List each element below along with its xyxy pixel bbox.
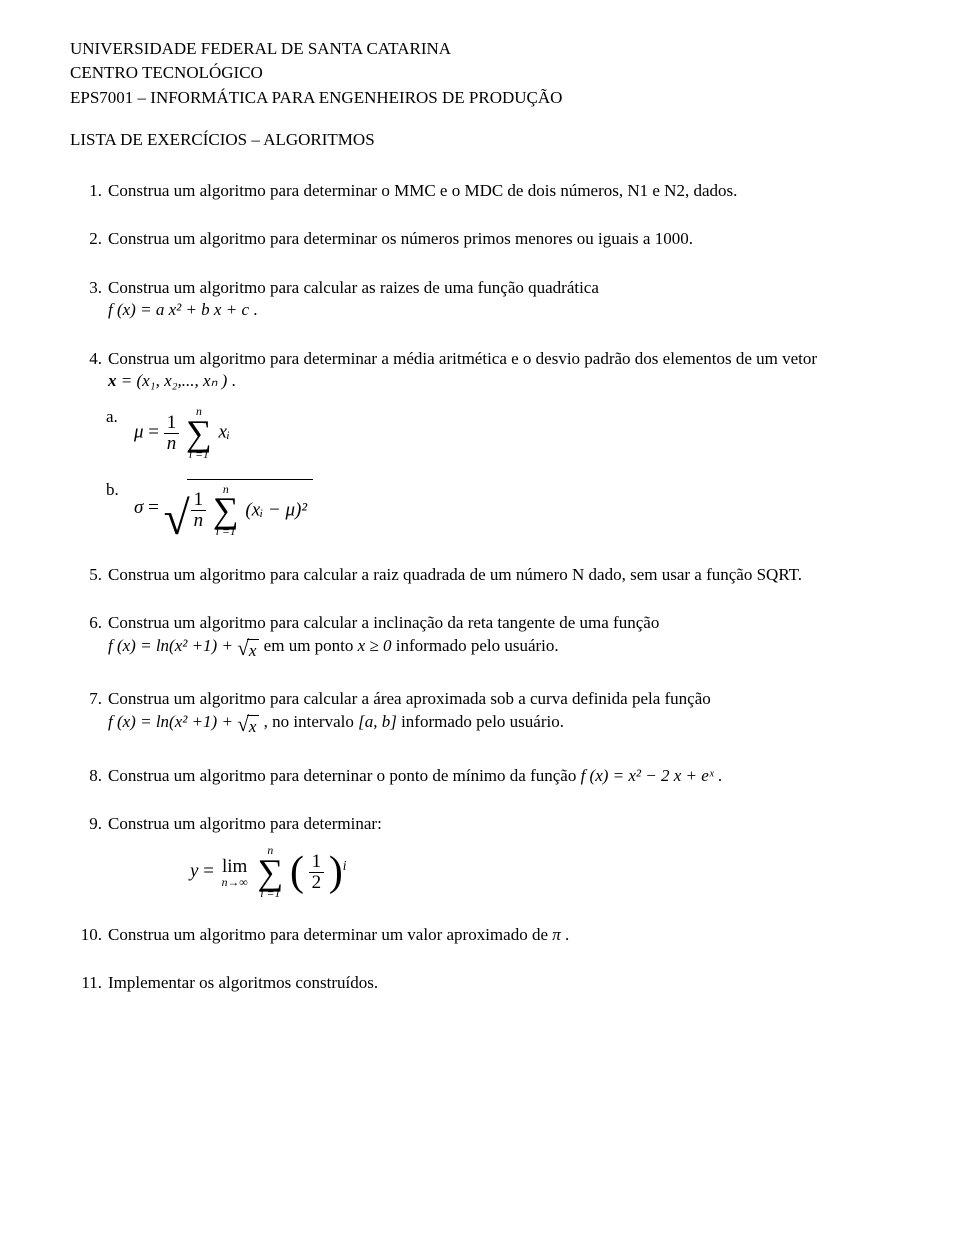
header-university: UNIVERSIDADE FEDERAL DE SANTA CATARINA	[70, 38, 900, 60]
square-root: √ 1 n n ∑ i =1 (xᵢ − μ)²	[164, 479, 313, 538]
equation-area: f (x) = ln(x² +1) + √x	[108, 712, 264, 731]
equation-stddev: σ = √ 1 n n ∑ i =1 (xᵢ − μ)²	[134, 479, 900, 538]
exercise-number: 7.	[70, 688, 108, 738]
equation-part: f (x) = ln(x² +1) +	[108, 712, 237, 731]
fraction-1-over-n: 1 n	[164, 413, 180, 454]
exercise-text-part: Construa um algoritmo para determinar um…	[108, 925, 552, 944]
exercise-text-part: informado pelo usuário.	[401, 712, 564, 731]
equation-text: f (x) = x² − 2 x + eˣ	[581, 766, 714, 785]
exercise-text-part: , no intervalo	[264, 712, 358, 731]
equation-limit-sum: y = lim n→∞ n ∑ i =1 ( 1 2 )i	[190, 845, 900, 899]
radicand-x: x	[247, 715, 260, 738]
exercise-7: 7. Construa um algoritmo para calcular a…	[70, 688, 900, 738]
lim-subscript: n→∞	[222, 876, 248, 889]
equation-mean: μ = 1 n n ∑ i =1 xᵢ	[134, 406, 900, 460]
exercise-number: 1.	[70, 180, 108, 202]
exercise-11: 11. Implementar os algoritmos construído…	[70, 972, 900, 994]
exercise-number: 8.	[70, 765, 108, 787]
mu-symbol: μ	[134, 422, 144, 443]
exercise-text: Construa um algoritmo para determinar um…	[108, 924, 900, 946]
subitem-label: b.	[106, 479, 134, 501]
exercise-number: 10.	[70, 924, 108, 946]
equation-part: f (x) = ln(x² +1) +	[108, 636, 237, 655]
summand-variance: (xᵢ − μ)²	[245, 499, 307, 520]
exercise-text: Construa um algoritmo para calcular a ra…	[108, 564, 900, 586]
sigma-symbol: σ	[134, 497, 143, 518]
numerator: 1	[164, 413, 180, 434]
summation: n ∑ i =1	[257, 845, 283, 899]
exercise-text: Implementar os algoritmos construídos.	[108, 972, 900, 994]
exercise-text-part: Construa um algoritmo para determinar a …	[108, 349, 817, 368]
exercise-number: 11.	[70, 972, 108, 994]
page-title: LISTA DE EXERCÍCIOS – ALGORITMOS	[70, 129, 900, 151]
sqrt-x: √x	[237, 639, 259, 662]
sum-lower: i =1	[216, 525, 236, 538]
denominator: n	[194, 510, 204, 531]
exercise-text: Construa um algoritmo para calcular as r…	[108, 277, 900, 322]
exercise-number: 4.	[70, 348, 108, 393]
summand-xi: xᵢ	[219, 422, 230, 443]
denominator: 2	[309, 873, 325, 893]
exercise-4a: a. μ = 1 n n ∑ i =1 xᵢ	[106, 406, 900, 460]
exercise-8: 8. Construa um algoritmo para deterninar…	[70, 765, 900, 787]
equals-sign: =	[203, 861, 218, 882]
equation-minimum: f (x) = x² − 2 x + eˣ	[581, 766, 718, 785]
exponent-i: i	[343, 858, 347, 873]
exercise-number: 2.	[70, 228, 108, 250]
exercise-text-part: Construa um algoritmo para calcular a ár…	[108, 689, 711, 708]
exercise-text: Construa um algoritmo para calcular a in…	[108, 612, 900, 662]
exercise-text: Construa um algoritmo para determinar a …	[108, 348, 900, 393]
exercise-number: 6.	[70, 612, 108, 662]
exercise-text: Construa um algoritmo para determinar:	[108, 813, 900, 835]
exercise-number: 5.	[70, 564, 108, 586]
subitem-label: a.	[106, 406, 134, 428]
denominator: n	[167, 433, 177, 454]
equation-text: f (x) = a x² + b x + c	[108, 300, 249, 319]
vector-components: = (x₁, x₂,..., xₙ )	[117, 371, 228, 390]
var-y: y	[190, 861, 198, 882]
numerator: 1	[191, 490, 207, 511]
summation: n ∑ i =1	[186, 406, 212, 460]
header-course: EPS7001 – INFORMÁTICA PARA ENGENHEIROS D…	[70, 87, 900, 109]
exercise-10: 10. Construa um algoritmo para determina…	[70, 924, 900, 946]
exercise-5: 5. Construa um algoritmo para calcular a…	[70, 564, 900, 586]
numerator: 1	[309, 852, 325, 873]
fraction-half: 1 2	[309, 852, 325, 893]
exercise-text: Construa um algoritmo para determinar o …	[108, 180, 900, 202]
interval-ab: [a, b]	[358, 712, 397, 731]
equation-quadratic: f (x) = a x² + b x + c .	[108, 300, 258, 319]
header-center: CENTRO TECNOLÓGICO	[70, 62, 900, 84]
fraction-1-over-n: 1 n	[191, 490, 207, 531]
lim-word: lim	[222, 857, 248, 876]
limit: lim n→∞	[222, 857, 248, 889]
exercise-4: 4. Construa um algoritmo para determinar…	[70, 348, 900, 393]
exercise-1: 1. Construa um algoritmo para determinar…	[70, 180, 900, 202]
exercise-text-part: Construa um algoritmo para calcular as r…	[108, 278, 599, 297]
vector-symbol: x	[108, 371, 117, 390]
radicand-x: x	[247, 639, 260, 662]
exercise-text: Construa um algoritmo para deterninar o …	[108, 765, 900, 787]
exercise-number: 9.	[70, 813, 108, 835]
sum-lower: i =1	[260, 887, 280, 900]
sqrt-x: √x	[237, 715, 259, 738]
equation-vector: x = (x₁, x₂,..., xₙ ) .	[108, 371, 236, 390]
exercise-text-part: informado pelo usuário.	[396, 636, 559, 655]
exercise-text: Construa um algoritmo para determinar os…	[108, 228, 900, 250]
exercise-2: 2. Construa um algoritmo para determinar…	[70, 228, 900, 250]
equation-tangent: f (x) = ln(x² +1) + √x	[108, 636, 264, 655]
exercise-3: 3. Construa um algoritmo para calcular a…	[70, 277, 900, 322]
pi-symbol: π	[552, 925, 561, 944]
condition-x-ge-0: x ≥ 0	[358, 636, 392, 655]
exercise-6: 6. Construa um algoritmo para calcular a…	[70, 612, 900, 662]
sum-lower: i =1	[189, 448, 209, 461]
exercise-9: 9. Construa um algoritmo para determinar…	[70, 813, 900, 835]
exercise-number: 3.	[70, 277, 108, 322]
exercise-4b: b. σ = √ 1 n n ∑ i =1 (xᵢ − μ)²	[106, 479, 900, 538]
exercise-text-part: Construa um algoritmo para deterninar o …	[108, 766, 581, 785]
exercise-text-part: em um ponto	[264, 636, 358, 655]
exercise-text-part: Construa um algoritmo para calcular a in…	[108, 613, 659, 632]
exercise-text: Construa um algoritmo para calcular a ár…	[108, 688, 900, 738]
summation: n ∑ i =1	[213, 484, 239, 538]
